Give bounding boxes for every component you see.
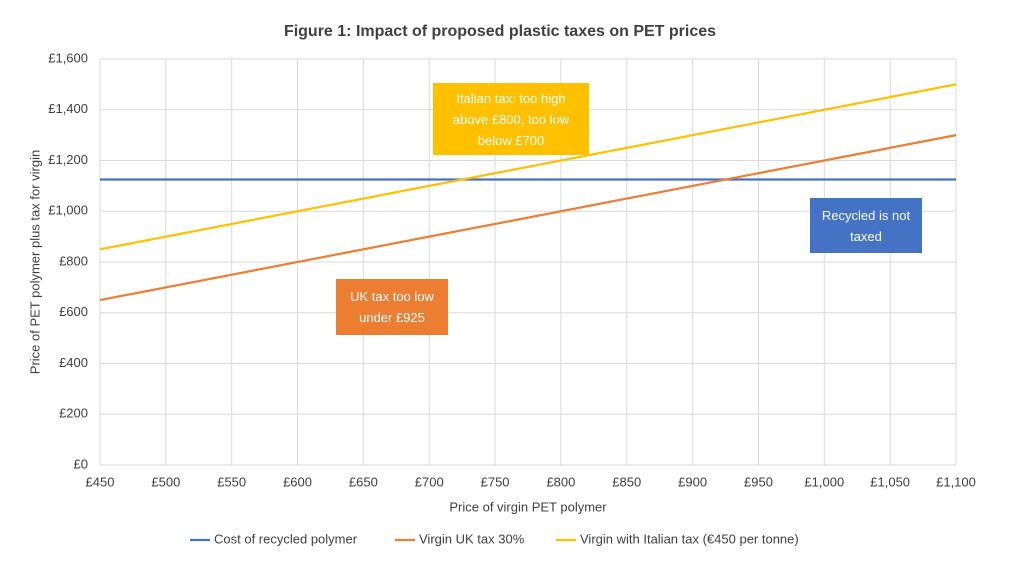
y-tick-label: £1,600 [48, 50, 88, 65]
x-tick-label: £1,050 [870, 474, 910, 489]
line-series [99, 134, 957, 302]
y-axis-label: Price of PET polymer plus tax for virgin [27, 150, 42, 374]
y-tick-label: £0 [74, 456, 88, 471]
x-tick-label: £800 [546, 474, 575, 489]
y-tick-label: £1,000 [48, 203, 88, 218]
y-tick-label: £600 [59, 304, 88, 319]
legend-label: Virgin with Italian tax (€450 per tonne) [580, 531, 799, 546]
y-tick-label: £1,400 [48, 101, 88, 116]
annotation: Italian tax: too high above £800, too lo… [433, 83, 589, 155]
x-tick-label: £700 [415, 474, 444, 489]
x-tick-label: £1,100 [936, 474, 976, 489]
y-tick-label: £400 [59, 355, 88, 370]
annotation: UK tax too low under £925 [336, 279, 448, 335]
x-axis-label: Price of virgin PET polymer [449, 499, 607, 514]
x-tick-label: £650 [349, 474, 378, 489]
legend-label: Virgin UK tax 30% [419, 531, 525, 546]
x-tick-label: £950 [744, 474, 773, 489]
legend-label: Cost of recycled polymer [214, 531, 358, 546]
x-tick-label: £1,000 [804, 474, 844, 489]
chart-title: Figure 1: Impact of proposed plastic tax… [284, 23, 716, 40]
x-tick-label: £550 [217, 474, 246, 489]
y-tick-label: £200 [59, 406, 88, 421]
x-tick-label: £450 [86, 474, 115, 489]
x-tick-label: £850 [612, 474, 641, 489]
line-series [99, 83, 957, 251]
x-tick-label: £750 [481, 474, 510, 489]
y-tick-label: £1,200 [48, 152, 88, 167]
y-tick-label: £800 [59, 253, 88, 268]
x-tick-label: £900 [678, 474, 707, 489]
x-tick-label: £600 [283, 474, 312, 489]
annotation: Recycled is not taxed [810, 198, 922, 253]
x-tick-label: £500 [151, 474, 180, 489]
